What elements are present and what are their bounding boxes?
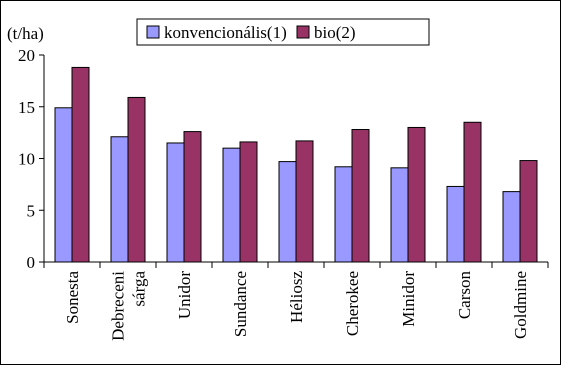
legend-box <box>136 18 430 46</box>
bar-konvencionalis <box>502 191 521 263</box>
bar-konvencionalis <box>334 166 353 263</box>
bar-konvencionalis <box>278 161 297 263</box>
bar-bio <box>407 126 426 263</box>
bar-bio <box>127 96 146 263</box>
y-tick-label: 0 <box>27 253 36 272</box>
y-tick-label: 20 <box>18 46 35 65</box>
bar-konvencionalis <box>110 136 129 263</box>
bar-bio <box>295 140 314 263</box>
y-tick-label: 10 <box>18 150 35 169</box>
x-category-label: Cherokee <box>343 271 362 336</box>
legend-swatch <box>146 25 160 39</box>
legend-swatch <box>296 25 310 39</box>
bar-konvencionalis <box>390 167 409 263</box>
legend-label: konvencionális(1) <box>164 23 287 42</box>
x-category-label: Sundance <box>231 271 250 337</box>
bar-bio <box>183 131 202 263</box>
x-category-label: sárga <box>130 271 149 307</box>
x-category-label: Héliosz <box>287 271 306 323</box>
x-category-label: Debreceni <box>109 271 128 341</box>
y-axis-label: (t/ha) <box>7 24 44 43</box>
bar-bio <box>71 66 90 263</box>
bar-bio <box>351 129 370 263</box>
bar-konvencionalis <box>446 185 465 263</box>
legend-label: bio(2) <box>314 23 356 42</box>
bar-bio <box>239 141 258 263</box>
x-category-label: Minidor <box>399 271 418 327</box>
y-tick-label: 15 <box>18 98 35 117</box>
x-category-label: Unidor <box>175 271 194 320</box>
bar-konvencionalis <box>222 147 241 263</box>
bar-bio <box>519 160 538 263</box>
bar-bio <box>463 121 482 263</box>
y-tick-label: 5 <box>27 201 36 220</box>
bar-konvencionalis <box>54 107 73 263</box>
x-category-label: Sonesta <box>63 271 82 324</box>
x-category-label: Carson <box>455 271 474 320</box>
x-category-label: Goldmine <box>511 271 530 339</box>
bar-konvencionalis <box>166 142 185 263</box>
